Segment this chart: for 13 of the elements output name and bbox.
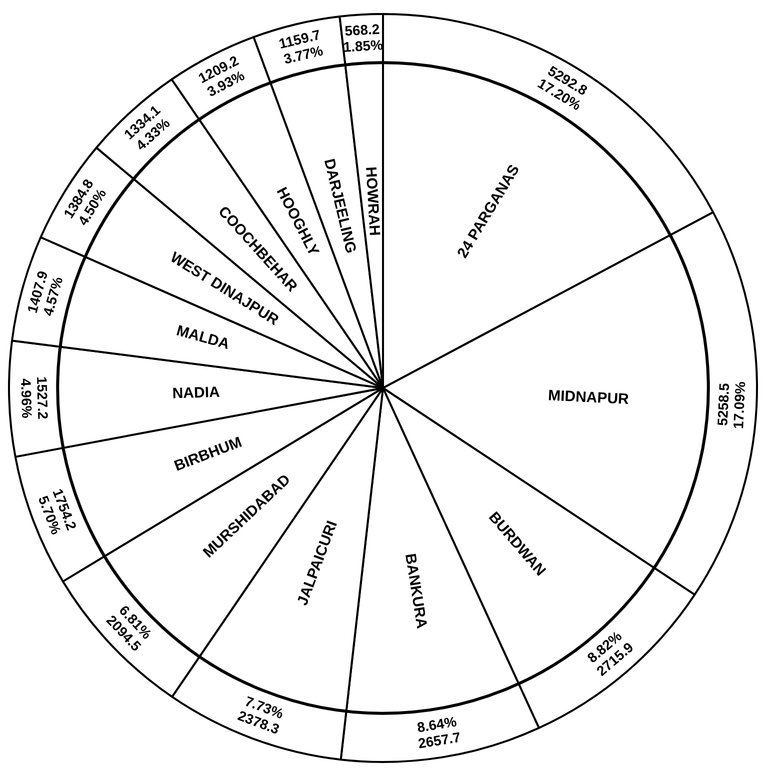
- slice-label: MIDNAPUR: [548, 387, 630, 408]
- slice-label: NADIA: [172, 384, 220, 402]
- slice-label: HOWRAH: [362, 166, 383, 236]
- data-label: 8.64% 2657.7: [416, 713, 462, 752]
- slice-label: MALDA: [174, 322, 232, 354]
- slice-label: BANKURA: [401, 552, 430, 630]
- data-label: 568.2 1.85%: [342, 20, 384, 55]
- data-label: 1407.9 4.57%: [24, 268, 66, 318]
- data-label: 1527.2 4.96%: [18, 376, 52, 420]
- data-label: 5258.5 17.09%: [714, 380, 748, 430]
- data-label: 1754.2 5.70%: [35, 486, 80, 537]
- data-label: 1159.7 3.77%: [277, 26, 325, 67]
- data-label: 7.73% 2378.3: [236, 692, 286, 738]
